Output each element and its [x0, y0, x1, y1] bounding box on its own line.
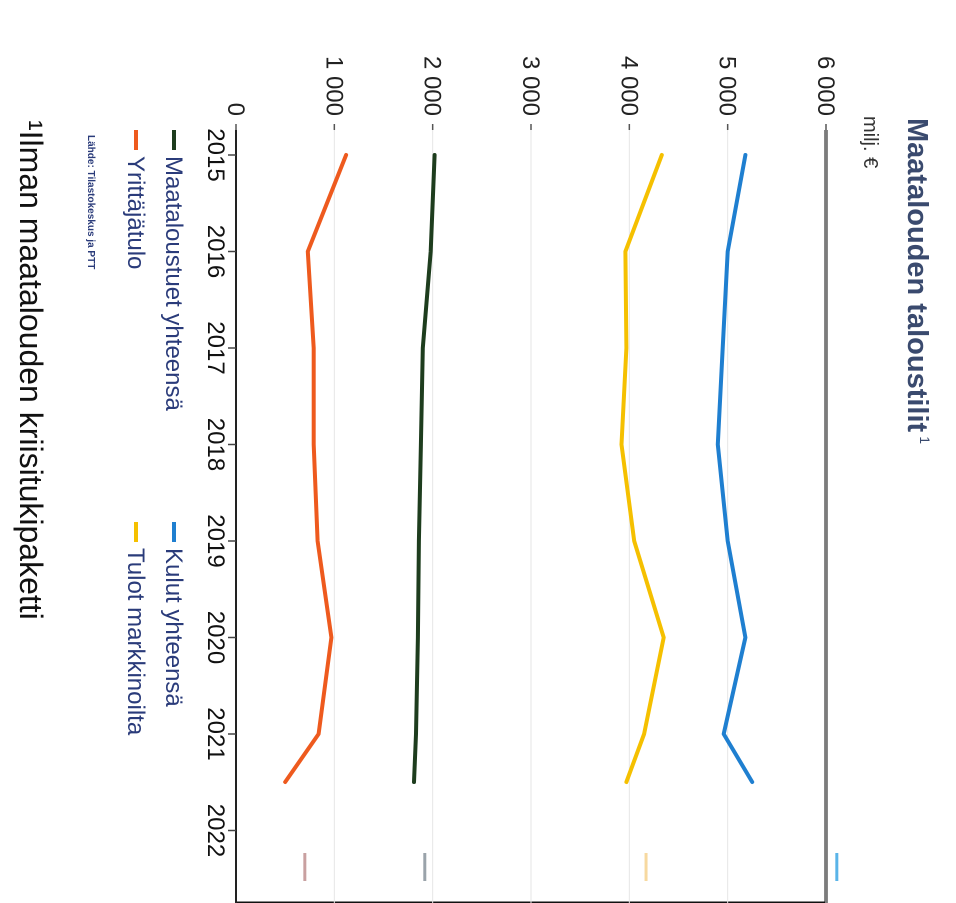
- x-tick-label: 2019: [202, 514, 229, 567]
- footnote: ¹Ilman maatalouden kriisitukipaketti: [13, 120, 49, 620]
- legend-label: Tulot markkinoilta: [122, 548, 149, 736]
- y-tick-label: 0: [222, 103, 249, 116]
- series-line-4: [283, 153, 349, 784]
- unit-label: milj. €: [859, 116, 881, 168]
- y-tick-label: 4 000: [615, 56, 642, 116]
- series-line-2: [619, 153, 666, 784]
- y-tick-label: 6 000: [812, 56, 839, 116]
- y-tick-label: 5 000: [714, 56, 741, 116]
- x-tick-label: 2022: [202, 804, 229, 857]
- x-tick-label: 2018: [202, 418, 229, 471]
- legend-label: Kulut yhteensä: [160, 548, 187, 707]
- chart-title: Maatalouden taloustilit1: [901, 118, 933, 444]
- y-tick-label: 3 000: [517, 56, 544, 116]
- series-line-1: [715, 153, 755, 784]
- x-tick-label: 2015: [202, 128, 229, 181]
- x-tick-label: 2016: [202, 225, 229, 278]
- series-line-3: [412, 153, 437, 784]
- source-note: Lähde: Tilastokeskus ja PTT: [85, 135, 96, 269]
- legend-label: Maataloustuet yhteensä: [160, 156, 187, 411]
- x-tick-label: 2020: [202, 611, 229, 664]
- x-tick-label: 2021: [202, 707, 229, 760]
- y-tick-label: 1 000: [320, 56, 347, 116]
- x-tick-label: 2017: [202, 321, 229, 374]
- legend-label: Yrittäjätulo: [122, 156, 149, 269]
- y-tick-label: 2 000: [419, 56, 446, 116]
- title-footnote-mark: 1: [917, 436, 933, 444]
